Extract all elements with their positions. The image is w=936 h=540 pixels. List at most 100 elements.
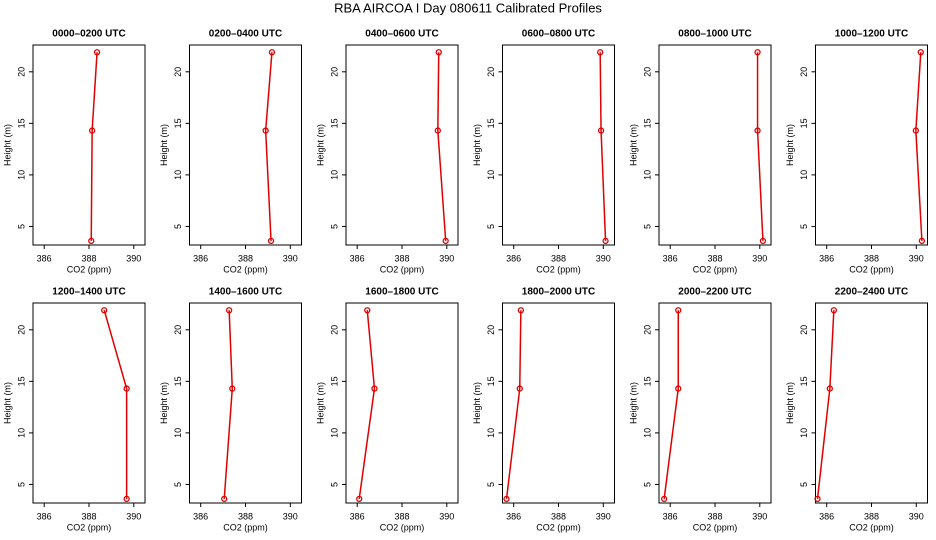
plot-frame (32, 44, 146, 246)
y-tick-label: 5 (486, 224, 496, 229)
y-tick-label: 20 (642, 325, 652, 335)
y-tick-label: 15 (799, 376, 809, 386)
y-tick-label: 15 (642, 376, 652, 386)
profile-point (267, 237, 275, 245)
panel-title: 1000–1200 UTC (835, 29, 908, 40)
x-tick-label: 388 (551, 511, 566, 521)
page-title: RBA AIRCOA I Day 080611 Calibrated Profi… (334, 0, 602, 15)
panel-title: 1800–2000 UTC (522, 287, 595, 298)
plot-frame (189, 302, 302, 504)
x-tick-label: 390 (909, 253, 924, 263)
profile-point (830, 307, 838, 314)
profile-point (754, 49, 761, 56)
y-tick-label: 15 (173, 376, 183, 386)
y-tick-label: 5 (799, 224, 809, 229)
panel-title: 1400–1600 UTC (209, 287, 282, 298)
plot-frame (502, 302, 615, 504)
profile-point (754, 127, 761, 134)
profile-point (435, 49, 442, 56)
y-tick-label: 5 (173, 224, 183, 229)
y-tick-label: 20 (486, 67, 496, 77)
profile-point (675, 307, 682, 314)
x-tick-label: 386 (350, 253, 365, 263)
x-tick-label: 388 (81, 511, 96, 521)
y-tick-label: 10 (486, 428, 496, 438)
profile-line (599, 52, 607, 241)
profile-point (229, 385, 236, 392)
x-axis-label: CO2 (ppm) (536, 264, 581, 274)
x-tick-label: 390 (126, 511, 141, 521)
plot-frame (32, 302, 146, 504)
x-axis-label: CO2 (ppm) (693, 522, 738, 532)
y-axis-label: Height (m) (472, 382, 482, 424)
x-axis-label: CO2 (ppm) (223, 264, 268, 274)
x-tick-label: 390 (126, 253, 141, 263)
y-tick-label: 20 (173, 67, 183, 77)
x-tick-label: 388 (394, 253, 409, 263)
profile-point (826, 385, 833, 392)
y-tick-label: 10 (16, 428, 26, 438)
x-tick-label: 388 (707, 511, 722, 521)
profile-point (88, 237, 95, 245)
panel-title: 2000–2200 UTC (678, 287, 751, 298)
y-tick-label: 15 (486, 376, 496, 386)
plot-frame (658, 44, 772, 246)
y-tick-label: 20 (16, 67, 26, 77)
y-tick-label: 5 (16, 224, 26, 229)
y-tick-label: 5 (642, 224, 652, 229)
panel-title: 1200–1400 UTC (52, 287, 125, 298)
x-tick-label: 390 (909, 511, 924, 521)
y-tick-label: 15 (329, 376, 339, 386)
profile-point (442, 237, 449, 245)
profile-point (123, 385, 130, 392)
profile-point (516, 385, 523, 392)
y-tick-label: 10 (642, 170, 652, 180)
y-tick-label: 10 (173, 428, 183, 438)
panel-title: 1600–1800 UTC (365, 287, 438, 298)
y-tick-label: 5 (329, 224, 339, 229)
profile-line (505, 310, 522, 499)
profile-line (816, 310, 835, 499)
profile-point (93, 49, 101, 56)
x-tick-label: 386 (37, 253, 52, 263)
y-axis-label: Height (m) (159, 124, 169, 166)
profile-point (434, 127, 441, 134)
x-tick-label: 388 (81, 253, 96, 263)
y-tick-label: 15 (799, 118, 809, 128)
y-tick-label: 5 (642, 482, 652, 487)
y-tick-label: 10 (642, 428, 652, 438)
y-axis-label: Height (m) (2, 124, 12, 166)
x-tick-label: 386 (819, 511, 834, 521)
profile-line (756, 52, 764, 241)
plot-frame (345, 44, 459, 246)
x-axis-label: CO2 (ppm) (536, 522, 581, 532)
profile-point (268, 49, 276, 56)
y-axis-label: Height (m) (2, 382, 12, 424)
y-axis-label: Height (m) (315, 124, 325, 166)
x-tick-label: 390 (283, 253, 298, 263)
panel-title: 2200–2400 UTC (835, 287, 908, 298)
x-tick-label: 386 (819, 253, 834, 263)
plot-frame (189, 44, 302, 246)
y-tick-label: 10 (329, 170, 339, 180)
x-tick-label: 386 (193, 253, 208, 263)
profile-line (103, 310, 128, 499)
profile-line (264, 52, 273, 241)
x-tick-label: 386 (663, 253, 678, 263)
profile-point (364, 307, 371, 314)
panel-title: 0200–0400 UTC (209, 29, 282, 40)
y-tick-label: 20 (173, 325, 183, 335)
profile-point (814, 495, 821, 503)
profile-point (602, 237, 609, 245)
x-tick-label: 388 (238, 511, 253, 521)
y-tick-label: 20 (642, 67, 652, 77)
y-tick-label: 20 (329, 67, 339, 77)
x-tick-label: 390 (752, 511, 767, 521)
plot-frame (815, 44, 928, 246)
y-axis-label: Height (m) (628, 124, 638, 166)
profile-point (597, 127, 605, 134)
panel-title: 0600–0800 UTC (522, 29, 595, 40)
x-tick-label: 388 (238, 253, 253, 263)
profile-point (503, 495, 510, 503)
